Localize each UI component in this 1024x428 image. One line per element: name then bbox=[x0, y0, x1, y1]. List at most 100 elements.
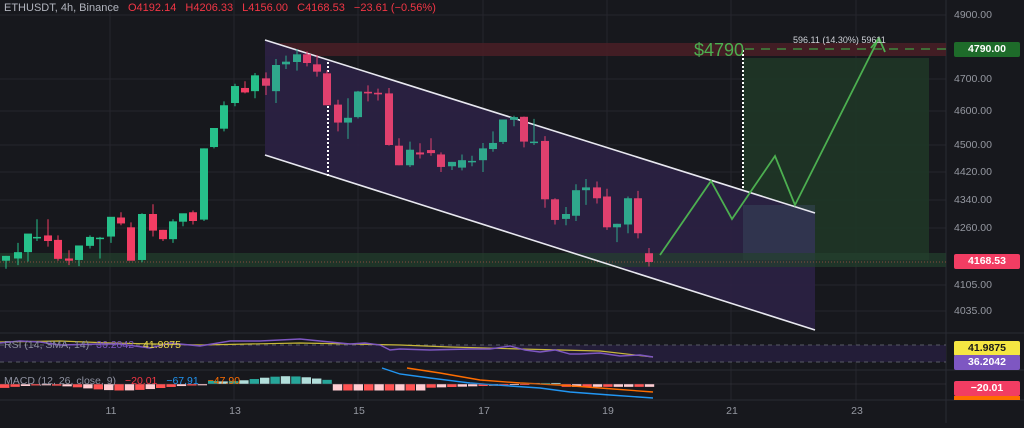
target-price-tag[interactable]: 4790.00 bbox=[954, 42, 1020, 57]
candle-bearish[interactable] bbox=[551, 198, 559, 225]
candle-bearish[interactable] bbox=[323, 70, 331, 106]
candle-bullish[interactable] bbox=[231, 83, 239, 107]
macd-value: −67.91 bbox=[166, 375, 199, 387]
candle-bearish[interactable] bbox=[593, 181, 601, 204]
candle-bullish[interactable] bbox=[613, 223, 621, 243]
candle-bearish[interactable] bbox=[645, 247, 653, 267]
candle-bullish[interactable] bbox=[468, 155, 476, 167]
candle-bullish[interactable] bbox=[210, 128, 218, 149]
symbol-label[interactable]: ETHUSDT, 4h, Binance bbox=[4, 2, 119, 14]
macd-hist-bar bbox=[416, 384, 426, 391]
candle-bearish[interactable] bbox=[416, 143, 424, 159]
candle-bullish[interactable] bbox=[200, 148, 208, 221]
candle-bullish[interactable] bbox=[169, 219, 177, 243]
candle-bullish[interactable] bbox=[293, 49, 301, 71]
candle-bearish[interactable] bbox=[385, 87, 393, 146]
macd-hist-bar bbox=[436, 384, 447, 388]
rsi-line[interactable] bbox=[0, 338, 654, 358]
candle-bullish[interactable] bbox=[406, 141, 414, 167]
candle-bearish[interactable] bbox=[334, 99, 342, 132]
candle-bullish[interactable] bbox=[24, 233, 32, 262]
candle-bearish[interactable] bbox=[603, 188, 611, 230]
target-price-label[interactable]: $4790 bbox=[694, 40, 745, 60]
candle-bullish[interactable] bbox=[510, 115, 518, 127]
candle-bearish[interactable] bbox=[65, 250, 73, 266]
target-resistance-zone[interactable] bbox=[265, 43, 946, 56]
macd-legend[interactable]: MACD (12, 26, close, 9) −20.01 −67.91 −4… bbox=[4, 375, 240, 387]
candle-bearish[interactable] bbox=[262, 72, 270, 95]
candle-bullish[interactable] bbox=[179, 213, 187, 227]
candle-bullish[interactable] bbox=[562, 207, 570, 226]
channel-lower-line[interactable] bbox=[264, 154, 816, 331]
candle-bearish[interactable] bbox=[374, 88, 382, 101]
candle-bullish[interactable] bbox=[489, 131, 497, 152]
last-price-tag[interactable]: 4168.53 bbox=[954, 254, 1020, 269]
candle-bullish[interactable] bbox=[479, 142, 487, 172]
candle-bullish[interactable] bbox=[86, 235, 94, 249]
candle-bullish[interactable] bbox=[282, 55, 290, 69]
candle-bullish[interactable] bbox=[33, 219, 41, 242]
candle-bullish[interactable] bbox=[272, 59, 280, 103]
candle-bearish[interactable] bbox=[149, 204, 157, 237]
descending-channel-fill[interactable] bbox=[265, 40, 815, 330]
candle-bearish[interactable] bbox=[159, 229, 167, 242]
time-axis-label: 15 bbox=[353, 405, 365, 417]
candle-bullish[interactable] bbox=[624, 196, 632, 234]
support-zone[interactable] bbox=[0, 253, 946, 267]
macd-hist-tag: −20.01 bbox=[954, 381, 1020, 396]
candle-bearish[interactable] bbox=[241, 81, 249, 94]
candle-bullish[interactable] bbox=[14, 242, 22, 266]
candle-bearish[interactable] bbox=[313, 55, 321, 77]
candle-bearish[interactable] bbox=[303, 51, 311, 67]
candle-bearish[interactable] bbox=[541, 136, 549, 208]
symbol-legend[interactable]: ETHUSDT, 4h, Binance O4192.14 H4206.33 L… bbox=[4, 2, 436, 14]
candle-bullish[interactable] bbox=[251, 73, 259, 99]
candle-bearish[interactable] bbox=[520, 116, 528, 148]
candle-bullish[interactable] bbox=[582, 179, 590, 205]
candle-bullish[interactable] bbox=[499, 119, 507, 144]
candle-bearish[interactable] bbox=[364, 85, 372, 102]
ohlc-open: O4192.14 bbox=[128, 2, 177, 14]
candle-bullish[interactable] bbox=[572, 184, 580, 221]
macd-hist-bar bbox=[634, 384, 644, 387]
macd-hist-bar bbox=[499, 384, 509, 386]
candle-bullish[interactable] bbox=[448, 161, 456, 170]
candle-bullish[interactable] bbox=[75, 245, 83, 267]
candle-bearish[interactable] bbox=[117, 212, 125, 226]
channel-upper-line[interactable] bbox=[264, 39, 816, 214]
macd-hist-bar bbox=[644, 384, 655, 387]
macd-hist-bar bbox=[447, 384, 457, 388]
candle-bearish[interactable] bbox=[189, 210, 197, 225]
macd-signal-line[interactable] bbox=[406, 367, 654, 393]
candle-bearish[interactable] bbox=[395, 138, 403, 166]
rsi-legend[interactable]: RSI (14, SMA, 14) 36.2042 41.9875 bbox=[4, 339, 181, 351]
macd-hist-bar bbox=[384, 384, 395, 391]
projection-path[interactable] bbox=[659, 37, 880, 256]
macd-hist-bar bbox=[124, 384, 135, 391]
macd-hist-bar bbox=[592, 384, 603, 387]
candle-bullish[interactable] bbox=[220, 101, 228, 132]
candle-bearish[interactable] bbox=[127, 222, 135, 261]
candle-bearish[interactable] bbox=[54, 235, 62, 261]
candle-bullish[interactable] bbox=[458, 154, 466, 171]
macd-hist-bar bbox=[145, 384, 155, 390]
candle-bullish[interactable] bbox=[2, 255, 10, 269]
candle-bullish[interactable] bbox=[354, 90, 362, 119]
macd-hist-bar bbox=[478, 384, 488, 387]
candle-bearish[interactable] bbox=[427, 138, 435, 156]
candle-bearish[interactable] bbox=[437, 152, 445, 172]
candle-bullish[interactable] bbox=[344, 98, 352, 139]
macd-line[interactable] bbox=[381, 367, 654, 399]
candle-bearish[interactable] bbox=[44, 219, 52, 247]
macd-hist-bar bbox=[322, 379, 332, 384]
macd-hist-bar bbox=[395, 384, 405, 391]
candle-bullish[interactable] bbox=[107, 216, 115, 243]
candle-bullish[interactable] bbox=[96, 236, 104, 259]
macd-hist-bar bbox=[457, 384, 467, 387]
candlestick-series[interactable] bbox=[2, 49, 653, 269]
candle-bullish[interactable] bbox=[138, 213, 146, 263]
candle-bullish[interactable] bbox=[530, 118, 538, 145]
candle-bearish[interactable] bbox=[634, 190, 642, 239]
